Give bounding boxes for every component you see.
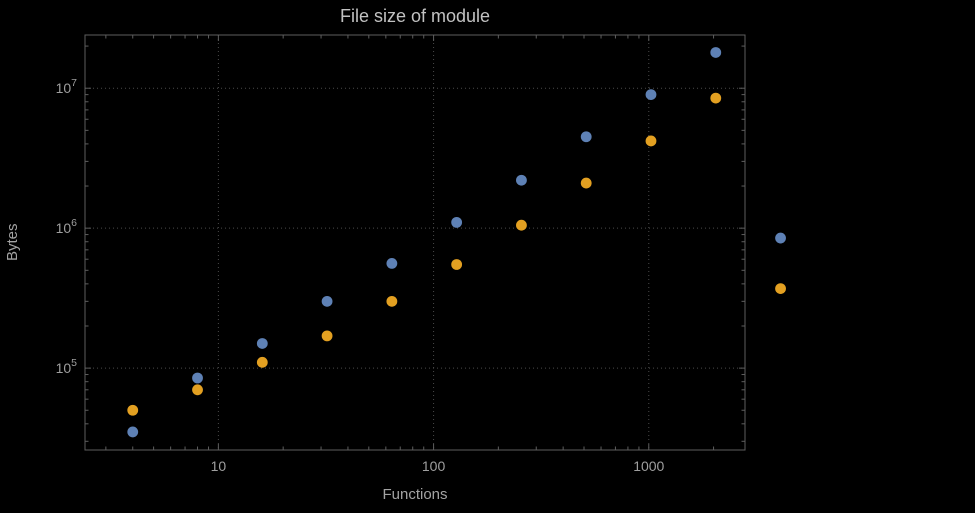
- scatter-point: [516, 174, 527, 186]
- scatter-point: [127, 404, 139, 416]
- y-tick-label: 107: [56, 77, 78, 96]
- tick-marks: [85, 35, 745, 450]
- grid-lines: [85, 35, 745, 450]
- scatter-point: [710, 47, 722, 58]
- scatter-point: [516, 219, 527, 231]
- plot-frame: [84, 34, 746, 451]
- scatter-point: [386, 258, 398, 269]
- scatter-point: [645, 135, 657, 147]
- scatter-point: [451, 216, 463, 228]
- y-tick-label: 106: [56, 217, 78, 236]
- scatter-point: [256, 356, 268, 368]
- scatter-point: [710, 92, 722, 104]
- scatter-point: [321, 295, 333, 307]
- series-2-points: [127, 92, 786, 416]
- scatter-point: [580, 177, 592, 189]
- x-axis-label: Functions: [382, 486, 448, 503]
- scatter-point: [645, 89, 657, 101]
- scatter-point: [775, 283, 786, 294]
- scatter-point: [580, 131, 592, 143]
- chart-title: File size of module: [339, 6, 491, 26]
- scatter-point: [256, 338, 268, 349]
- scatter-point: [386, 295, 398, 307]
- y-tick-label: 105: [56, 357, 78, 376]
- x-tick-label: 10: [211, 458, 227, 474]
- scatter-point: [127, 426, 139, 438]
- y-tick-labels: 105 106 107: [56, 77, 78, 376]
- scatter-point: [192, 372, 203, 384]
- scatter-point: [451, 259, 463, 270]
- scatter-point: [775, 232, 786, 244]
- x-tick-label: 1000: [633, 458, 664, 474]
- x-tick-labels: 10 100 1000: [211, 458, 665, 474]
- scatter-point: [192, 384, 203, 396]
- scatter-point: [321, 330, 333, 342]
- series-1-points: [127, 47, 786, 438]
- x-tick-label: 100: [422, 458, 446, 474]
